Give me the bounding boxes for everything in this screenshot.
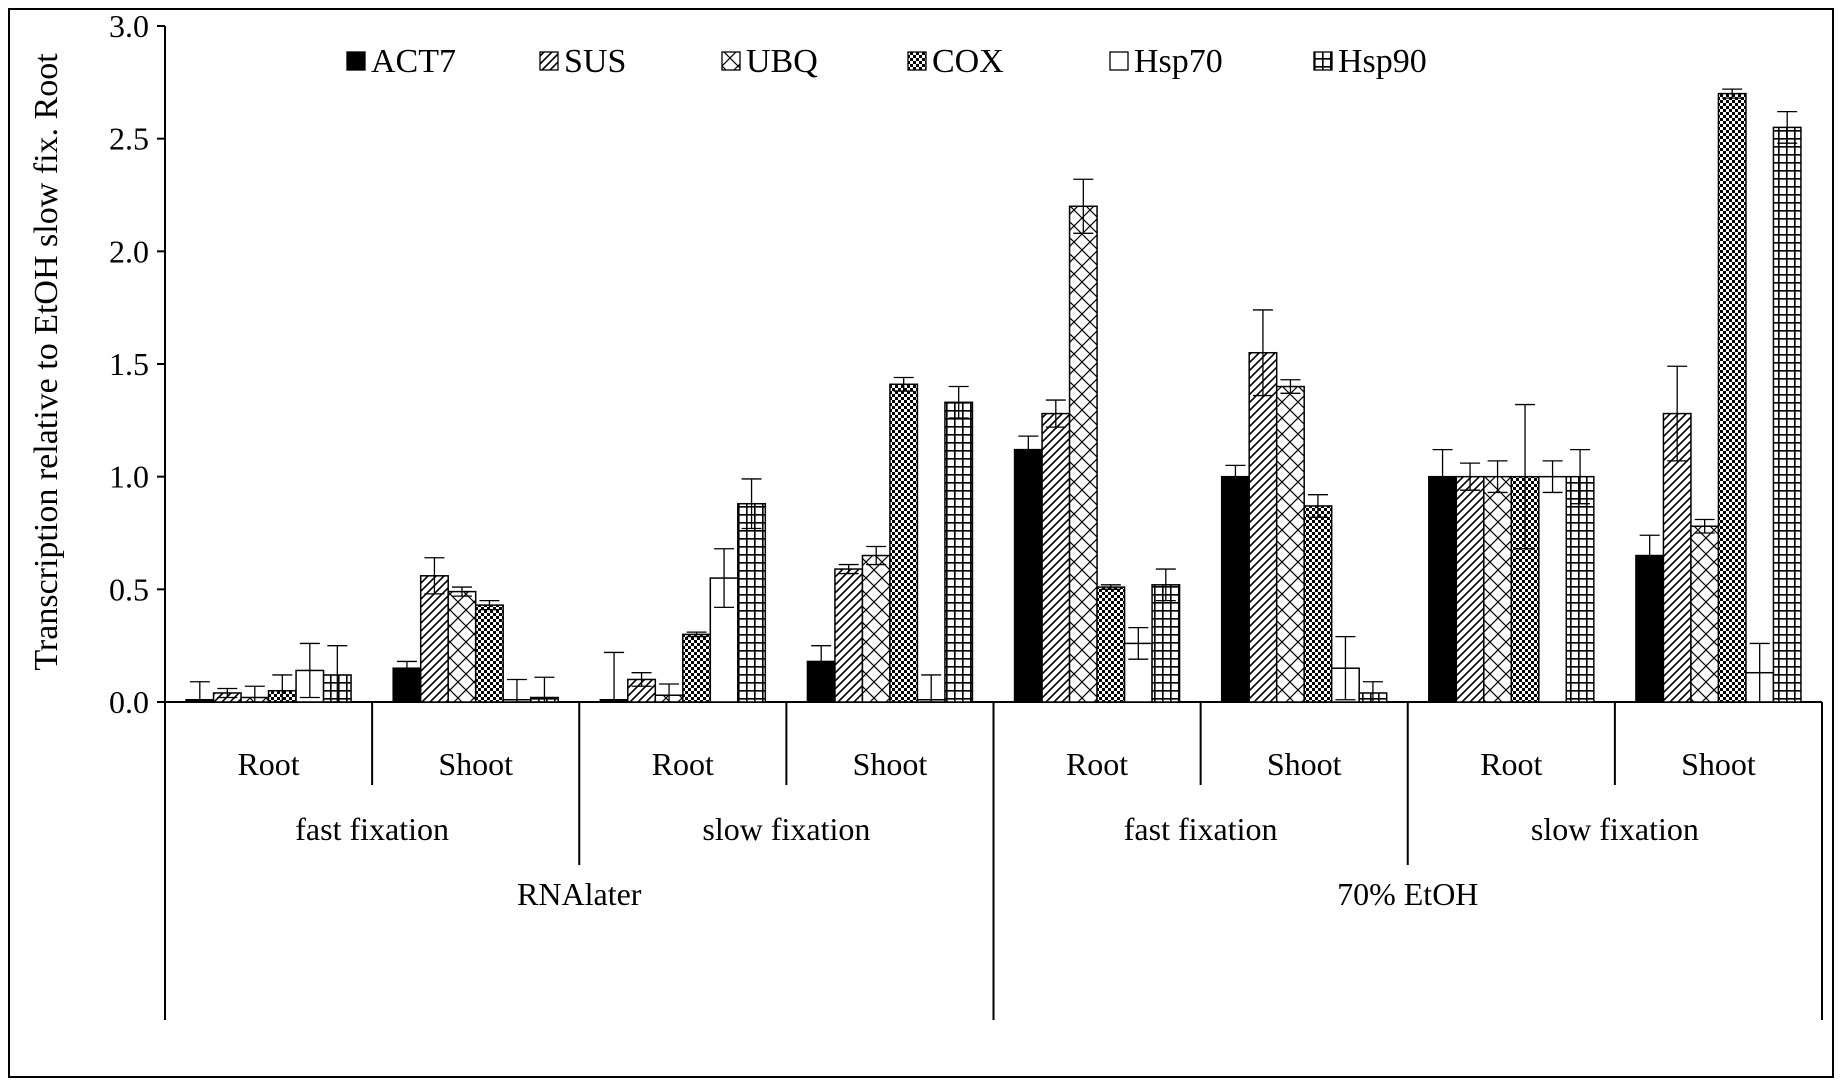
legend-swatch-cox bbox=[907, 51, 927, 71]
y-tick-label: 1.5 bbox=[109, 346, 149, 382]
bar-sus-5 bbox=[1248, 351, 1278, 703]
bar-cox-5 bbox=[1303, 505, 1333, 703]
y-tick-label: 3.0 bbox=[109, 10, 149, 44]
y-tick-label: 0.0 bbox=[109, 684, 149, 720]
bar-cox-2 bbox=[682, 633, 712, 703]
tissue-label-shoot: Shoot bbox=[438, 746, 513, 782]
bar-sus-6 bbox=[1455, 475, 1485, 703]
fixation-label: slow fixation bbox=[702, 811, 870, 847]
bar-ubq-3 bbox=[861, 554, 891, 703]
bar-act7-5 bbox=[1220, 475, 1250, 703]
bar-cox-1 bbox=[474, 604, 504, 703]
tissue-label-root: Root bbox=[652, 746, 714, 782]
tissue-label-shoot: Shoot bbox=[1681, 746, 1756, 782]
bar-ubq-1 bbox=[447, 590, 477, 703]
legend-label-sus: SUS bbox=[564, 43, 626, 80]
bar-ubq-5 bbox=[1275, 385, 1305, 703]
bar-sus-1 bbox=[419, 575, 449, 703]
reagent-label: 70% EtOH bbox=[1337, 876, 1478, 912]
bar-act7-7 bbox=[1635, 554, 1665, 703]
bar-ubq-7 bbox=[1690, 525, 1720, 703]
y-tick-label: 1.0 bbox=[109, 459, 149, 495]
legend-swatch-ubq bbox=[721, 51, 741, 71]
bar-hsp70-6 bbox=[1538, 475, 1568, 703]
tissue-label-root: Root bbox=[1066, 746, 1128, 782]
legend: ACT7 SUS UBQ COX Hsp70 Hsp90 bbox=[346, 43, 1427, 80]
tissue-label-root: Root bbox=[237, 746, 299, 782]
fixation-label: fast fixation bbox=[295, 811, 449, 847]
legend-label-hsp70: Hsp70 bbox=[1134, 43, 1223, 80]
bar-sus-4 bbox=[1041, 412, 1071, 703]
bar-hsp90-7 bbox=[1772, 126, 1802, 703]
bar-cox-4 bbox=[1096, 586, 1126, 703]
bar-hsp90-6 bbox=[1565, 475, 1595, 703]
legend-swatch-sus bbox=[539, 51, 559, 71]
y-tick-label: 2.0 bbox=[109, 233, 149, 269]
tissue-label-shoot: Shoot bbox=[1267, 746, 1342, 782]
legend-label-cox: COX bbox=[932, 43, 1004, 80]
reagent-label: RNAlater bbox=[517, 876, 642, 912]
bar-act7-6 bbox=[1428, 475, 1458, 703]
tissue-label-root: Root bbox=[1480, 746, 1542, 782]
bar-cox-7 bbox=[1717, 92, 1747, 703]
bar-ubq-4 bbox=[1068, 205, 1098, 703]
error-bars bbox=[189, 88, 1798, 703]
legend-label-ubq: UBQ bbox=[746, 43, 818, 80]
bar-chart: 0.0 0.5 1.0 1.5 2.0 2.5 3.0 Transcription rela… bbox=[28, 10, 1823, 1020]
bar-hsp90-3 bbox=[944, 401, 974, 703]
fixation-label: slow fixation bbox=[1531, 811, 1699, 847]
bar-ubq-6 bbox=[1483, 475, 1513, 703]
y-axis-title: Transcription relative to EtOH slow fix.… bbox=[28, 53, 65, 671]
fixation-label: fast fixation bbox=[1124, 811, 1278, 847]
bar-hsp90-2 bbox=[737, 502, 767, 703]
tissue-label-shoot: Shoot bbox=[853, 746, 928, 782]
category-axis: Root Shoot Root Shoot Root Shoot Root Shoot fast… bbox=[164, 702, 1823, 1020]
bar-cox-3 bbox=[889, 383, 919, 703]
chart-frame: 0.0 0.5 1.0 1.5 2.0 2.5 3.0 Transcription rela… bbox=[8, 8, 1834, 1078]
bars bbox=[185, 92, 1802, 703]
bar-sus-3 bbox=[834, 568, 864, 703]
y-tick-label: 2.5 bbox=[109, 121, 149, 157]
bar-act7-4 bbox=[1013, 448, 1043, 703]
legend-swatch-hsp70 bbox=[1109, 51, 1129, 71]
legend-swatch-hsp90 bbox=[1313, 51, 1333, 71]
legend-label-act7: ACT7 bbox=[371, 43, 456, 80]
legend-label-hsp90: Hsp90 bbox=[1338, 43, 1427, 80]
bar-sus-7 bbox=[1662, 412, 1692, 703]
y-ticks: 0.0 0.5 1.0 1.5 2.0 2.5 3.0 bbox=[109, 10, 165, 720]
bar-hsp90-4 bbox=[1151, 584, 1181, 703]
legend-swatch-act7 bbox=[346, 51, 366, 71]
y-tick-label: 0.5 bbox=[109, 571, 149, 607]
